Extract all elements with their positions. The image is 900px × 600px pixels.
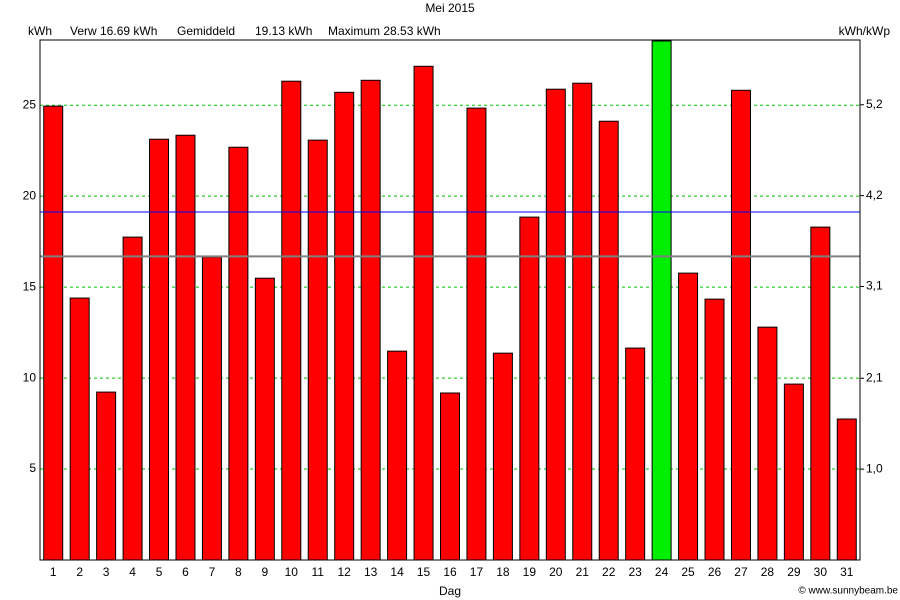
- bar: [122, 236, 143, 561]
- y2-tick-label: 2,1: [866, 370, 883, 384]
- x-tick-label: 17: [470, 565, 484, 579]
- x-tick-label: 22: [602, 565, 616, 579]
- x-tick-label: 25: [681, 565, 695, 579]
- bar: [810, 226, 831, 561]
- y2-tick-label: 3,1: [866, 279, 883, 293]
- legend-gemiddeld-value: 19.13 kWh: [255, 24, 312, 38]
- x-tick-label: 5: [156, 565, 163, 579]
- y2-tick-label: 1,0: [866, 461, 883, 475]
- x-tick-label: 26: [708, 565, 722, 579]
- bar: [254, 277, 275, 561]
- bar: [783, 383, 804, 561]
- x-axis-label: Dag: [439, 584, 461, 598]
- bar: [281, 80, 302, 561]
- bar: [149, 138, 170, 561]
- bar: [545, 88, 566, 561]
- bar: [598, 120, 619, 561]
- bar: [572, 82, 593, 561]
- bar: [413, 65, 434, 561]
- y2-tick-label: 4,2: [866, 188, 883, 202]
- x-tick-label: 28: [761, 565, 775, 579]
- x-tick-label: 30: [814, 565, 828, 579]
- x-tick-label: 18: [496, 565, 510, 579]
- bar: [625, 347, 646, 561]
- bar: [704, 298, 725, 561]
- x-tick-label: 20: [549, 565, 563, 579]
- bar: [360, 79, 381, 561]
- x-tick-label: 15: [417, 565, 431, 579]
- bar: [466, 107, 487, 561]
- legend-maximum: Maximum 28.53 kWh: [328, 24, 441, 38]
- x-tick-label: 1: [50, 565, 57, 579]
- bar: [96, 391, 117, 561]
- x-tick-label: 24: [655, 565, 669, 579]
- x-tick-label: 27: [734, 565, 748, 579]
- bar: [43, 105, 64, 561]
- bar: [440, 392, 460, 561]
- bar: [334, 91, 355, 561]
- y-tick-label: 10: [23, 370, 37, 384]
- bar: [228, 146, 249, 561]
- y-axis-label: kWh: [28, 24, 52, 38]
- x-tick-label: 19: [523, 565, 537, 579]
- y-tick-label: 15: [23, 279, 37, 293]
- x-tick-label: 3: [103, 565, 110, 579]
- y2-axis-label: kWh/kWp: [839, 24, 891, 38]
- bar: [69, 297, 90, 561]
- bar: [836, 418, 857, 561]
- chart-title: Mei 2015: [425, 1, 475, 15]
- x-tick-label: 7: [209, 565, 216, 579]
- bar: [678, 272, 699, 561]
- y-tick-label: 5: [29, 461, 36, 475]
- x-tick-label: 2: [76, 565, 83, 579]
- bar: [757, 326, 778, 561]
- x-tick-label: 23: [628, 565, 642, 579]
- x-tick-label: 29: [787, 565, 801, 579]
- x-tick-label: 14: [390, 565, 404, 579]
- x-tick-label: 9: [261, 565, 268, 579]
- plot-frame: [39, 39, 861, 561]
- x-tick-label: 11: [312, 565, 325, 579]
- bar: [651, 40, 672, 561]
- bar: [175, 134, 196, 561]
- x-tick-label: 4: [129, 565, 136, 579]
- x-tick-label: 12: [338, 565, 352, 579]
- legend-verw: Verw 16.69 kWh: [70, 24, 157, 38]
- y2-tick-label: 5,2: [866, 97, 883, 111]
- bar: [201, 256, 222, 561]
- credit: © www.sunnybeam.be: [798, 586, 898, 597]
- x-tick-label: 10: [285, 565, 299, 579]
- legend-gemiddeld: Gemiddeld: [177, 24, 235, 38]
- x-tick-label: 8: [235, 565, 242, 579]
- bar: [307, 139, 328, 561]
- y-tick-label: 20: [23, 188, 37, 202]
- bar: [492, 352, 513, 561]
- x-tick-label: 6: [182, 565, 189, 579]
- bar: [730, 89, 751, 561]
- x-tick-label: 21: [576, 565, 590, 579]
- y-tick-label: 25: [23, 97, 37, 111]
- x-tick-label: 13: [364, 565, 378, 579]
- x-tick-label: 16: [443, 565, 457, 579]
- bar: [387, 350, 408, 561]
- bar: [519, 216, 540, 561]
- x-tick-label: 31: [840, 565, 854, 579]
